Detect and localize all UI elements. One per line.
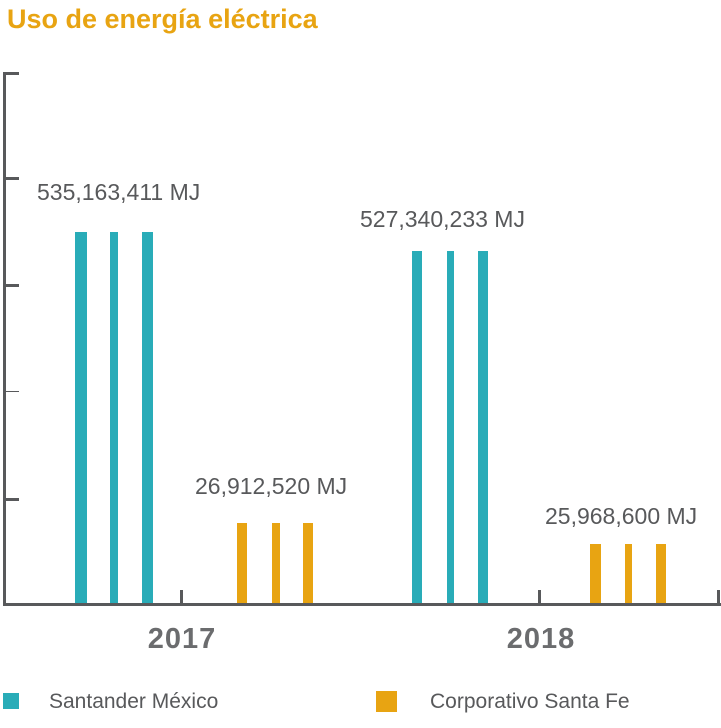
bar-stripe-corporativo-2018 — [625, 544, 632, 603]
bar-stripe-corporativo-2017 — [272, 523, 280, 603]
legend-label-santander: Santander México — [49, 690, 219, 713]
x-axis-tick-end — [717, 590, 720, 603]
x-axis-tick-2018 — [538, 590, 541, 603]
bar-stripe-santander-2018 — [447, 251, 454, 603]
category-label-2017: 2017 — [147, 623, 217, 655]
y-axis-tick — [3, 72, 19, 75]
bar-stripe-santander-2017 — [110, 232, 118, 603]
bar-stripe-corporativo-2018 — [590, 544, 601, 603]
y-axis-tick — [3, 498, 19, 501]
value-label-corporativo-2017: 26,912,520 MJ — [195, 473, 348, 499]
bar-stripe-santander-2018 — [412, 251, 422, 603]
legend-swatch-corporativo — [376, 691, 397, 712]
bar-stripe-santander-2018 — [478, 251, 488, 603]
y-axis-tick — [3, 284, 19, 287]
legend-label-corporativo: Corporativo Santa Fe — [430, 690, 630, 713]
bar-stripe-corporativo-2017 — [303, 523, 313, 603]
bar-stripe-santander-2017 — [75, 232, 87, 603]
chart-title: Uso de energía eléctrica — [7, 4, 318, 34]
x-axis — [3, 603, 721, 606]
value-label-santander-2018: 527,340,233 MJ — [360, 206, 525, 232]
y-axis-tick — [3, 391, 19, 392]
x-axis-tick-2017 — [180, 590, 183, 603]
bar-stripe-santander-2017 — [142, 232, 153, 603]
y-axis-tick — [3, 177, 19, 180]
category-label-2018: 2018 — [506, 623, 576, 655]
y-axis — [3, 72, 6, 606]
legend-swatch-santander — [3, 693, 19, 709]
bar-stripe-corporativo-2017 — [237, 523, 247, 603]
value-label-santander-2017: 535,163,411 MJ — [37, 179, 201, 205]
value-label-corporativo-2018: 25,968,600 MJ — [545, 503, 698, 529]
bar-stripe-corporativo-2018 — [656, 544, 666, 603]
